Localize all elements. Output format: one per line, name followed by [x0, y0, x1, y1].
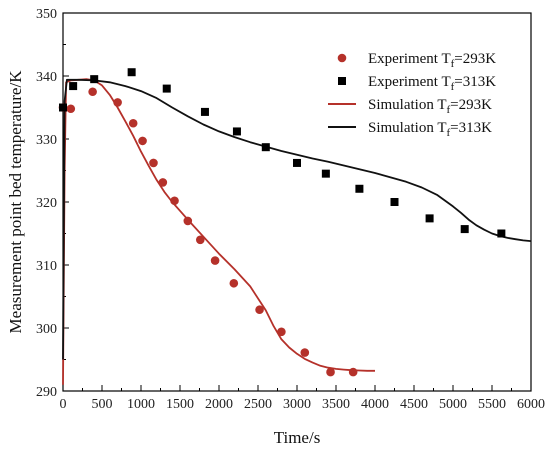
- data-point-circle: [326, 367, 335, 377]
- data-point-circle: [88, 87, 97, 97]
- axes: [62, 12, 532, 392]
- data-point-circle: [210, 256, 220, 265]
- data-point-square: [127, 68, 136, 77]
- y-tick-label: 350: [36, 7, 57, 22]
- legend-label: Experiment Tf=293K: [368, 51, 496, 70]
- x-tick-label: 4500: [400, 397, 428, 412]
- data-point-square: [200, 107, 209, 116]
- data-point-square: [232, 127, 241, 136]
- data-point-circle: [255, 305, 264, 315]
- data-point-circle: [113, 98, 122, 107]
- x-tick-label: 0: [60, 397, 67, 412]
- x-tick-label: 5000: [439, 397, 467, 412]
- data-point-circle: [149, 158, 158, 168]
- x-tick-label: 5500: [478, 397, 506, 412]
- x-tick-label: 2500: [244, 397, 272, 412]
- data-point-circle: [195, 235, 205, 245]
- y-tick-label: 290: [36, 385, 57, 400]
- data-point-square: [497, 229, 506, 238]
- data-point-square: [261, 143, 270, 152]
- y-tick-label: 310: [36, 259, 57, 274]
- y-axis-title: Measurement point bed temperature/K: [6, 70, 25, 334]
- data-point-square: [59, 103, 67, 112]
- series-markers: [58, 68, 506, 377]
- x-tick-label: 500: [92, 397, 113, 412]
- x-tick-label: 3500: [322, 397, 350, 412]
- x-tick-label: 6000: [517, 397, 545, 412]
- x-tick-label: 1500: [166, 397, 194, 412]
- x-tick-label: 1000: [127, 397, 155, 412]
- legend-label: Experiment Tf=313K: [368, 74, 496, 93]
- data-point-circle: [138, 136, 147, 146]
- data-point-square: [162, 84, 171, 93]
- data-point-circle: [128, 118, 138, 128]
- tick-labels: 0 500 1000 1500 2000 2500 3000 3500 4000 4500 5000…: [36, 7, 545, 412]
- legend-swatch-circle: [337, 53, 347, 63]
- series-line-2: [62, 78, 375, 385]
- legend-label: Simulation Tf=313K: [368, 120, 492, 139]
- data-point-circle: [300, 348, 310, 357]
- legend-label: Simulation Tf=293K: [368, 97, 492, 116]
- data-point-circle: [277, 327, 286, 337]
- x-axis-title: Time/s: [274, 428, 321, 447]
- data-point-circle: [158, 178, 168, 187]
- y-tick-label: 340: [36, 70, 57, 85]
- data-point-circle: [66, 104, 76, 114]
- data-point-circle: [170, 196, 179, 206]
- x-tick-label: 3000: [283, 397, 311, 412]
- x-tick-label: 4000: [361, 397, 389, 412]
- x-tick-label: 2000: [205, 397, 233, 412]
- legend-swatch-square: [338, 77, 346, 85]
- data-point-square: [321, 169, 330, 178]
- data-point-circle: [229, 278, 239, 288]
- y-tick-label: 320: [36, 196, 57, 211]
- data-point-square: [90, 75, 99, 84]
- legend: Experiment Tf=293K Experiment Tf=313K Simu…: [328, 51, 496, 139]
- data-point-square: [460, 225, 469, 234]
- series-line-3: [62, 78, 532, 360]
- y-tick-label: 300: [36, 322, 57, 337]
- data-point-circle: [348, 367, 358, 377]
- data-point-square: [425, 214, 434, 223]
- data-point-circle: [183, 216, 193, 226]
- y-tick-label: 330: [36, 133, 57, 148]
- data-point-square: [293, 158, 301, 167]
- data-point-square: [69, 82, 78, 91]
- data-point-square: [355, 184, 364, 193]
- data-point-square: [390, 198, 399, 206]
